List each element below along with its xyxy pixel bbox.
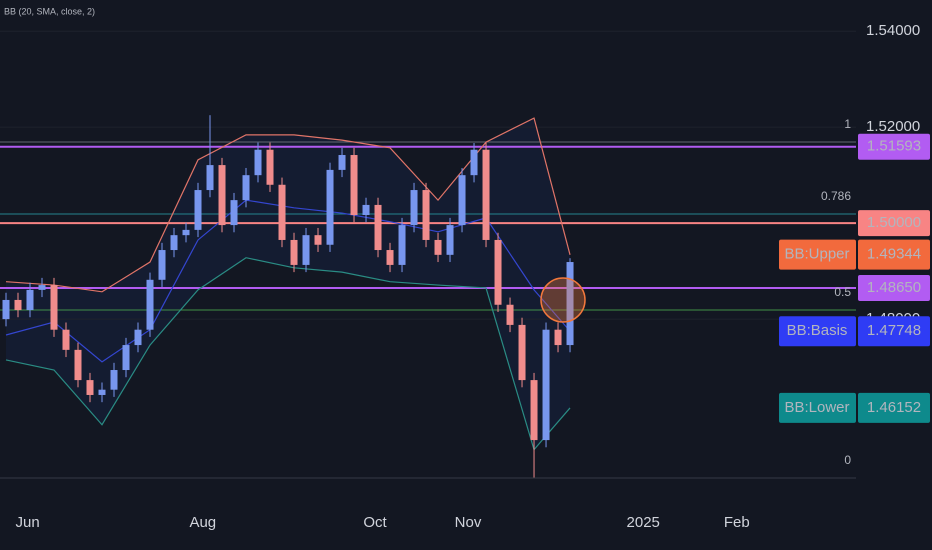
price-label: 1.48650	[867, 279, 921, 296]
candle-body	[230, 200, 238, 226]
candle-body	[350, 155, 358, 216]
highlight-circle	[540, 277, 586, 323]
candle-body	[110, 370, 118, 390]
candle-body	[554, 329, 562, 346]
bb-value: 1.46152	[867, 399, 921, 416]
fib-label: 0.786	[821, 189, 851, 203]
candle-body	[446, 225, 454, 255]
bb-name-box	[779, 392, 856, 423]
candle-layer	[2, 115, 574, 478]
candle-body	[326, 169, 334, 245]
bb-value-box	[858, 239, 930, 270]
x-tick-label: 2025	[627, 514, 660, 531]
bb-name-box	[779, 239, 856, 270]
price-label-box	[858, 210, 930, 237]
bb-name-box	[779, 316, 856, 347]
candle-body	[542, 329, 550, 441]
fib-label: 1	[844, 117, 851, 131]
price-label-box	[858, 274, 930, 301]
candle-body	[122, 345, 130, 371]
bb-value: 1.47748	[867, 322, 921, 339]
fib-label: 0.5	[834, 285, 851, 299]
candle-body	[14, 299, 22, 311]
bb-value-box	[858, 392, 930, 423]
candle-body	[2, 299, 10, 320]
candle-body	[530, 380, 538, 441]
candle-body	[74, 349, 82, 381]
candle-body	[434, 239, 442, 255]
candle-body	[338, 155, 346, 170]
x-tick-label: Aug	[189, 514, 216, 531]
candle-body	[206, 165, 214, 191]
candle-body	[458, 175, 466, 226]
candle-body	[374, 204, 382, 251]
x-tick-label: Nov	[455, 514, 482, 531]
fib-label: 0	[844, 453, 851, 467]
candle-body	[86, 380, 94, 395]
candle-body	[398, 225, 406, 265]
candle-body	[566, 262, 574, 346]
indicator-label: BB (20, SMA, close, 2)	[4, 6, 95, 16]
candle-body	[302, 235, 310, 265]
price-label: 1.50000	[867, 214, 921, 231]
x-tick-label: Feb	[724, 514, 750, 531]
x-tick-label: Jun	[16, 514, 40, 531]
candle-body	[506, 304, 514, 325]
candle-body	[290, 239, 298, 265]
candle-body	[26, 289, 34, 311]
candle-body	[38, 285, 46, 290]
candle-body	[278, 184, 286, 240]
candle-body	[422, 190, 430, 240]
candle-body	[98, 389, 106, 395]
candle-body	[518, 324, 526, 381]
bb-name: BB:Lower	[784, 399, 849, 416]
candle-body	[482, 149, 490, 240]
label-layer: 1.540001.520001.48000JunAugOctNov2025Feb…	[16, 22, 930, 531]
candle-body	[50, 285, 58, 330]
candle-body	[62, 329, 70, 350]
bb-name: BB:Basis	[787, 322, 848, 339]
candle-body	[494, 239, 502, 305]
y-tick-label: 1.54000	[866, 22, 920, 39]
y-tick-label: 1.52000	[866, 118, 920, 135]
candle-body	[134, 329, 142, 346]
candle-body	[194, 190, 202, 230]
bb-value: 1.49344	[867, 246, 921, 263]
x-tick-label: Oct	[363, 514, 387, 531]
candle-body	[410, 190, 418, 226]
price-label-box	[858, 133, 930, 160]
candle-body	[218, 165, 226, 226]
candle-body	[254, 149, 262, 176]
candle-body	[182, 229, 190, 236]
price-label: 1.51593	[867, 138, 921, 155]
candle-body	[158, 250, 166, 280]
candle-body	[362, 204, 370, 216]
candle-body	[146, 279, 154, 330]
bb-name: BB:Upper	[784, 246, 849, 263]
candle-body	[386, 250, 394, 265]
candle-body	[242, 175, 250, 201]
candle-body	[314, 235, 322, 245]
candle-body	[266, 149, 274, 185]
bb-value-box	[858, 316, 930, 347]
candle-body	[470, 149, 478, 176]
band-line	[5, 117, 571, 293]
candle-body	[170, 235, 178, 251]
